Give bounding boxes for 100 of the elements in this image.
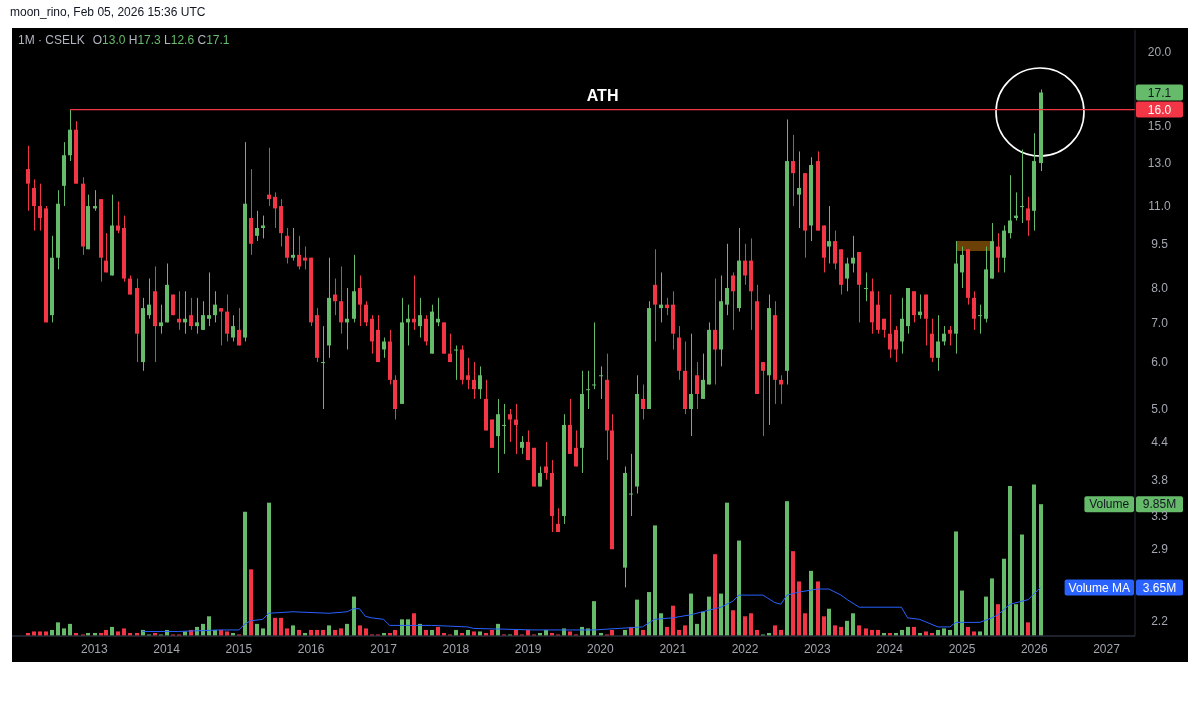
bar [827,608,831,636]
bar [719,593,723,636]
candlestick [297,235,301,270]
bar [406,619,410,636]
text: 9.85M [1142,497,1177,512]
bar [207,616,211,636]
candlestick [189,297,193,331]
y-tick-label: 15.0 [1147,119,1172,134]
bar [737,540,741,636]
candlestick [1026,196,1030,237]
bar [990,578,994,636]
bar [243,511,247,636]
bar [695,623,699,636]
text: 16.0 [1147,102,1172,117]
candlestick [496,398,500,474]
x-tick-label: 2015 [225,641,253,656]
candlestick [255,210,259,242]
y-tick-label: 2.9 [1151,542,1169,557]
candlestick [472,361,476,400]
candlestick [695,361,699,410]
candlestick [888,294,892,359]
bar [822,616,826,636]
bar [261,628,265,636]
candlestick [942,325,946,346]
bar [1002,558,1006,636]
x-tick-label: 2018 [442,641,470,656]
candlestick [701,353,705,400]
bar [671,605,675,636]
bar [68,623,72,636]
y-tick-label: 3.3 [1151,509,1169,524]
candlestick [592,321,596,390]
bar [1020,534,1024,636]
y-tick-label: 11.0 [1148,199,1172,214]
x-tick-label: 2017 [370,641,398,656]
bar [791,551,795,636]
candlestick [978,304,982,335]
candlestick [219,307,223,346]
candlestick [291,227,295,262]
candlestick [225,294,229,342]
candlestick [38,183,42,232]
bar [689,593,693,636]
candlestick [231,314,235,342]
candlestick [833,230,837,270]
y-tick-label: 4.4 [1151,435,1169,450]
bar [267,502,271,636]
bar [279,617,283,636]
ref-line-label: ATH [586,86,619,104]
y-tick-label: 5.0 [1151,402,1169,417]
candlestick [454,344,458,381]
bar [725,502,729,636]
y-tick-label: 3.8 [1151,472,1169,487]
y-tick-label: 20.0 [1147,45,1172,60]
bar [942,628,946,636]
candlestick [791,134,795,207]
bar [400,619,404,636]
bar [707,596,711,636]
candlestick [900,297,904,355]
candlestick [574,429,578,467]
legend-label: Volume MA [1068,580,1130,595]
bar [592,601,596,636]
bar [845,620,849,636]
candlestick [894,325,898,363]
bar [635,599,639,636]
candlestick [641,383,645,421]
bar [833,625,837,636]
candlestick [725,243,729,316]
candlestick [514,403,518,455]
candlestick [213,290,217,323]
candlestick [159,304,163,335]
text: 3.65M [1142,580,1177,595]
bar [1039,504,1043,636]
candlestick [526,429,530,461]
candlestick [948,325,952,346]
x-tick-label: 2013 [81,641,109,656]
candlestick [207,271,211,327]
bar [743,616,747,636]
candlestick [237,307,241,346]
candlestick [544,441,548,481]
bar [857,625,861,636]
candlestick [26,145,30,212]
bar [809,570,813,636]
candlestick [370,314,374,355]
bar [291,625,295,636]
bar [816,581,820,636]
candlestick [653,248,657,342]
bar [749,613,753,636]
bar [960,590,964,636]
bar [249,569,253,636]
candlestick [960,246,964,289]
text: moon_rino, Feb 05, 2026 15:36 UTC [10,5,206,19]
candlestick [508,408,512,443]
candlestick [303,246,307,270]
legend-label: Volume [1089,497,1130,512]
candlestick [731,271,735,331]
candlestick [912,290,916,323]
candlestick [761,361,765,437]
bar [954,531,958,636]
candlestick [629,453,633,517]
bar [1026,622,1030,636]
bar [1014,604,1018,636]
